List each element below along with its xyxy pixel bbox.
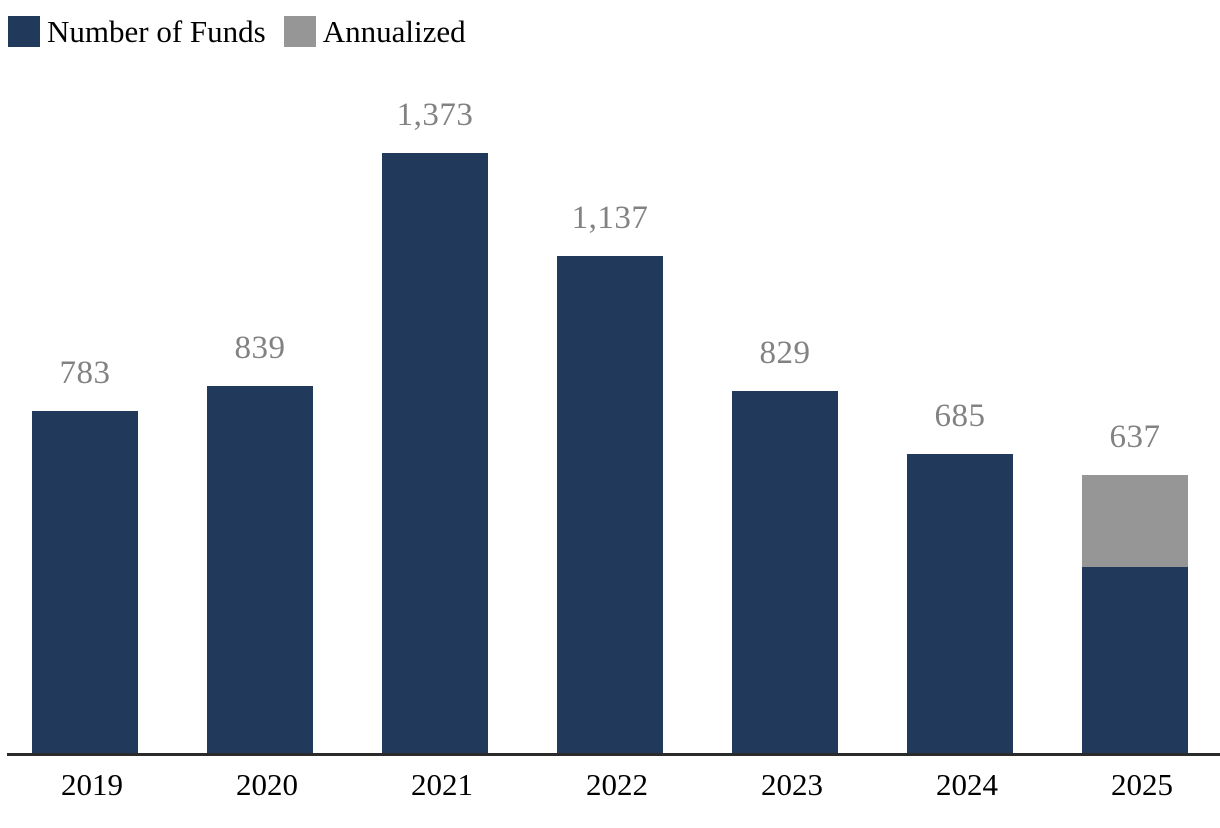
bar-2025-number-of-funds: [1082, 567, 1188, 753]
chart-legend: Number of Funds Annualized: [8, 16, 466, 47]
bar-2019-number-of-funds: [32, 411, 138, 753]
bar-2024-number-of-funds: [907, 454, 1013, 753]
bar-2023-number-of-funds: [732, 391, 838, 753]
legend-label-number-of-funds: Number of Funds: [47, 14, 266, 49]
legend-swatch-annualized: [283, 16, 316, 47]
legend-label-annualized: Annualized: [322, 14, 466, 49]
bar-value-label-2025: 637: [1109, 419, 1161, 455]
legend-swatch-number-of-funds: [8, 16, 40, 47]
x-axis-label-2023: 2023: [761, 767, 823, 802]
legend-item-annualized: Annualized: [283, 14, 466, 49]
x-axis-label-2019: 2019: [61, 767, 123, 802]
x-axis-label-2024: 2024: [936, 767, 998, 802]
bar-value-label-2019: 783: [59, 355, 111, 391]
x-axis-label-2022: 2022: [586, 767, 648, 802]
bar-value-label-2022: 1,137: [571, 200, 649, 236]
bar-2022-number-of-funds: [557, 256, 663, 753]
x-axis-label-2020: 2020: [236, 767, 298, 802]
x-axis-label-2021: 2021: [411, 767, 473, 802]
bar-2025-annualized: [1082, 475, 1188, 567]
legend-item-number-of-funds: Number of Funds: [8, 16, 266, 47]
x-axis-label-2025: 2025: [1111, 767, 1173, 802]
bar-2021-number-of-funds: [382, 153, 488, 753]
bar-value-label-2024: 685: [934, 398, 986, 434]
bar-value-label-2021: 1,373: [396, 97, 474, 133]
x-axis-line: [7, 753, 1220, 756]
bar-value-label-2023: 829: [759, 335, 811, 371]
bar-value-label-2020: 839: [234, 330, 286, 366]
bar-2020-number-of-funds: [207, 386, 313, 753]
